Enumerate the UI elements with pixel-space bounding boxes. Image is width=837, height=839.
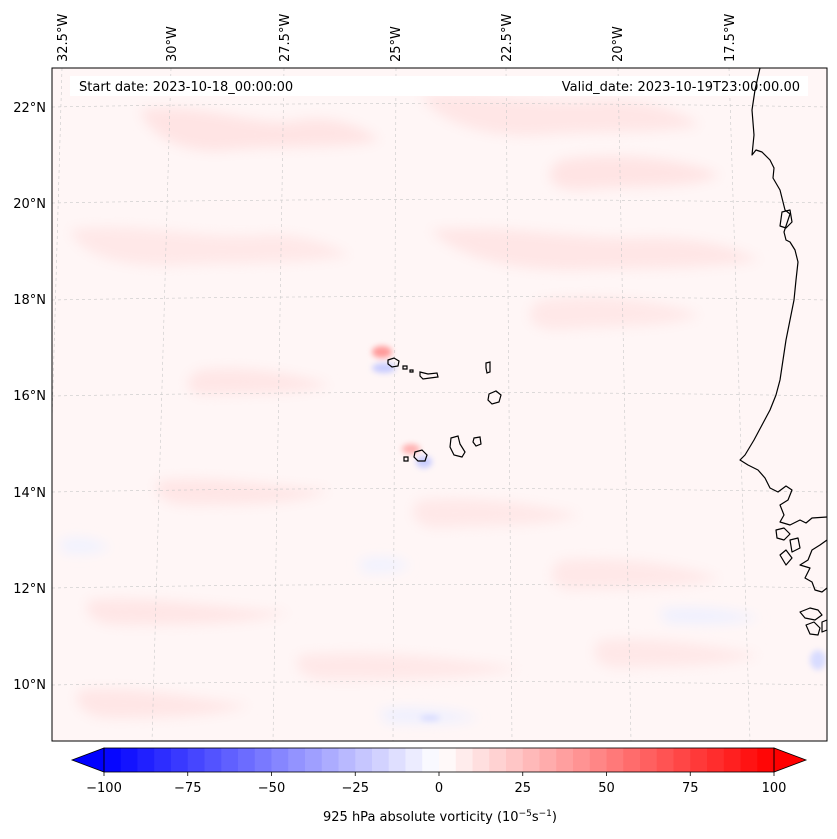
- map-gridlines: [52, 68, 827, 741]
- colorbar-segment: [254, 748, 272, 772]
- island-santa-luzia: [409, 369, 414, 373]
- island-sal: [485, 361, 491, 374]
- colorbar-segment: [472, 748, 490, 772]
- west-african-coastline: [739, 68, 827, 636]
- colorbar-segment: [690, 748, 708, 772]
- colorbar-tick-label: −75: [174, 781, 201, 796]
- island-vorticity-dipoles: [372, 346, 826, 721]
- colorbar-segment: [757, 748, 775, 772]
- map-panel: [52, 68, 827, 741]
- colorbar-segment: [338, 748, 356, 772]
- island-brava: [403, 456, 409, 462]
- lon-label-32-5w: 32.5°W: [56, 14, 71, 62]
- island-sao-vicente: [402, 365, 408, 370]
- colorbar-segment: [221, 748, 239, 772]
- colorbar: −100 −75 −50 −25 0 25 50 75 100 925 hPa absolute…: [70, 747, 808, 825]
- colorbar-segment: [439, 748, 457, 772]
- colorbar-segment: [405, 748, 423, 772]
- colorbar-segment: [506, 748, 524, 772]
- colorbar-ticks: −100 −75 −50 −25 0 25 50 75 100: [86, 772, 786, 796]
- colorbar-tick-label: 25: [514, 781, 531, 796]
- colorbar-segment: [372, 748, 390, 772]
- colorbar-tick-label: 0: [435, 781, 443, 796]
- island-maio: [472, 436, 482, 447]
- colorbar-segment: [723, 748, 741, 772]
- valid-date-label: Valid_date: 2023-10-19T23:00:00.00: [562, 80, 800, 95]
- colorbar-title: 925 hPa absolute vorticity (10−5s−1): [323, 809, 557, 825]
- colorbar-segment: [388, 748, 406, 772]
- colorbar-segment: [489, 748, 507, 772]
- lat-label-18n: 18°N: [13, 293, 46, 308]
- colorbar-segment: [187, 748, 205, 772]
- colorbar-segment: [740, 748, 758, 772]
- colorbar-segments: [104, 748, 775, 772]
- island-boa-vista: [487, 390, 502, 405]
- island-santiago: [449, 435, 466, 458]
- island-fogo: [413, 449, 428, 462]
- start-date-label: Start date: 2023-10-18_00:00:00: [79, 80, 293, 95]
- colorbar-segment: [539, 748, 557, 772]
- colorbar-tick-label: −50: [258, 781, 285, 796]
- lon-label-17-5w: 17.5°W: [723, 14, 738, 62]
- colorbar-extend-max: [773, 747, 808, 773]
- lat-label-22n: 22°N: [13, 101, 46, 116]
- colorbar-extend-min: [70, 747, 105, 773]
- colorbar-segment: [656, 748, 674, 772]
- colorbar-segment: [288, 748, 306, 772]
- colorbar-segment: [154, 748, 172, 772]
- lat-label-20n: 20°N: [13, 197, 46, 212]
- lat-label-14n: 14°N: [13, 486, 46, 501]
- colorbar-segment: [305, 748, 323, 772]
- colorbar-segment: [422, 748, 440, 772]
- island-santo-antao: [387, 357, 400, 368]
- colorbar-tick-label: 100: [762, 781, 787, 796]
- longitude-labels: 32.5°W 30°W 27.5°W 25°W 22.5°W 20°W 17.5…: [56, 14, 738, 62]
- colorbar-segment: [606, 748, 624, 772]
- island-sao-nicolau: [419, 371, 439, 380]
- lat-label-10n: 10°N: [13, 678, 46, 693]
- colorbar-segment: [321, 748, 339, 772]
- lat-label-16n: 16°N: [13, 389, 46, 404]
- colorbar-tick-label: 50: [598, 781, 615, 796]
- header-box: [70, 76, 808, 96]
- colorbar-tick-label: −25: [342, 781, 369, 796]
- cape-verde-islands: [387, 357, 502, 462]
- colorbar-segment: [120, 748, 138, 772]
- lon-label-30w: 30°W: [165, 26, 180, 62]
- colorbar-segment: [137, 748, 155, 772]
- lon-label-20w: 20°W: [611, 26, 626, 62]
- colorbar-segment: [238, 748, 256, 772]
- map-background: [52, 68, 827, 741]
- lon-label-27-5w: 27.5°W: [278, 14, 293, 62]
- lon-label-25w: 25°W: [389, 26, 404, 62]
- colorbar-segment: [556, 748, 574, 772]
- map-frame: [51, 67, 828, 742]
- colorbar-segment: [104, 748, 122, 772]
- colorbar-segment: [573, 748, 591, 772]
- colorbar-segment: [455, 748, 473, 772]
- lon-label-22-5w: 22.5°W: [500, 14, 515, 62]
- vorticity-field: [60, 93, 760, 724]
- lat-label-12n: 12°N: [13, 582, 46, 597]
- colorbar-segment: [589, 748, 607, 772]
- colorbar-tick-label: 75: [682, 781, 699, 796]
- colorbar-segment: [171, 748, 189, 772]
- latitude-labels: 22°N 20°N 18°N 16°N 14°N 12°N 10°N: [13, 101, 46, 693]
- colorbar-segment: [640, 748, 658, 772]
- colorbar-segment: [204, 748, 222, 772]
- colorbar-segment: [707, 748, 725, 772]
- colorbar-segment: [623, 748, 641, 772]
- colorbar-tick-label: −100: [86, 781, 122, 796]
- colorbar-segment: [355, 748, 373, 772]
- colorbar-segment: [522, 748, 540, 772]
- colorbar-segment: [271, 748, 289, 772]
- colorbar-segment: [673, 748, 691, 772]
